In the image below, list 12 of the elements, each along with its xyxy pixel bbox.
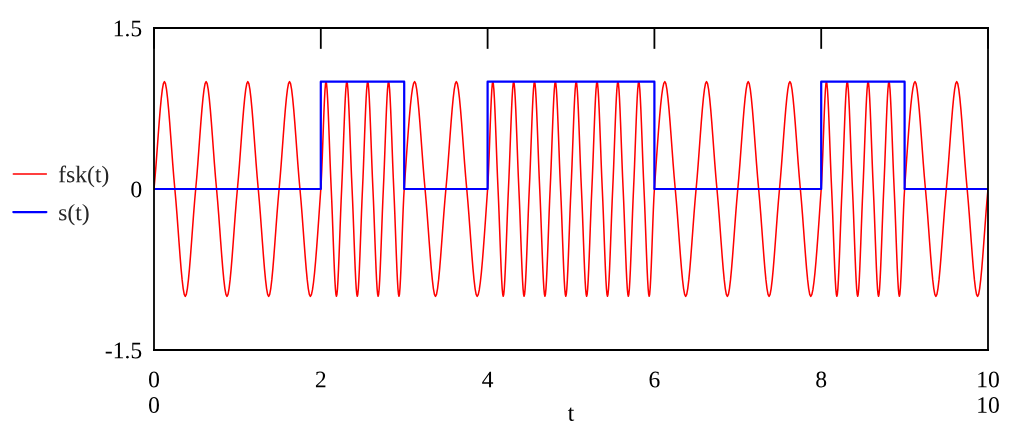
- x-tick-label: 4: [482, 371, 494, 388]
- x-tick-label: 0 0: [149, 371, 159, 413]
- x-axis-title: t: [567, 407, 575, 421]
- x-tick-label: 2: [315, 371, 326, 388]
- legend-label: s(t): [59, 203, 89, 226]
- legend-label: fsk(t): [58, 165, 109, 188]
- x-tick-label: 10 10: [978, 371, 999, 413]
- y-tick-label: 1.5: [114, 20, 142, 37]
- x-tick-label: 8: [816, 371, 827, 388]
- y-tick-label: -1.5: [105, 342, 142, 359]
- x-tick-label: 6: [649, 371, 660, 388]
- y-tick-label: 0: [131, 181, 142, 198]
